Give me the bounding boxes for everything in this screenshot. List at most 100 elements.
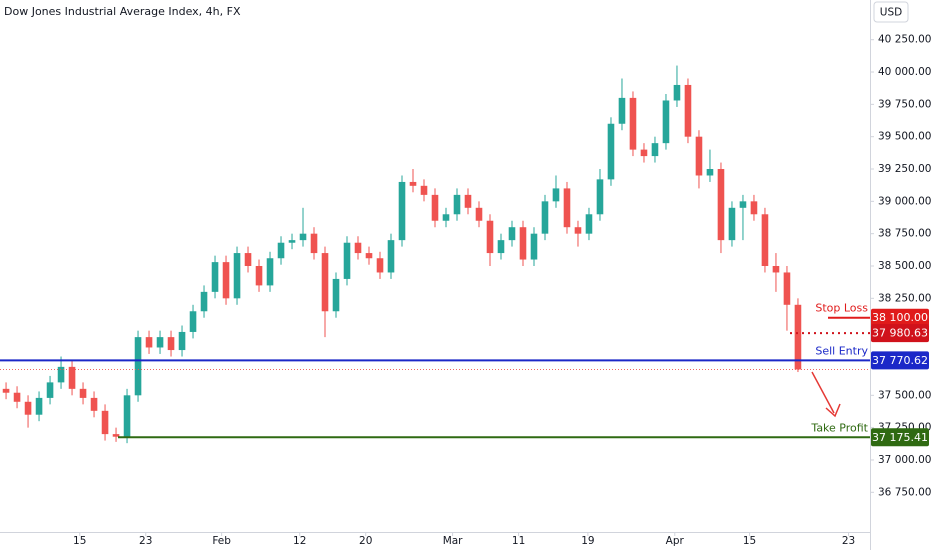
candle-body xyxy=(464,194,472,208)
x-tick-label: 11 xyxy=(512,535,525,547)
candle-body xyxy=(288,240,296,243)
candle-body xyxy=(442,214,450,221)
candle-body xyxy=(640,149,648,157)
level-tag xyxy=(871,428,929,447)
candle-body xyxy=(134,337,142,396)
x-tick-label: 15 xyxy=(743,535,756,547)
candle-body xyxy=(68,366,76,389)
candle-body xyxy=(398,181,406,241)
candle-body xyxy=(35,397,43,415)
candle-body xyxy=(717,169,725,241)
candle-body xyxy=(475,207,483,221)
candle-body xyxy=(200,291,208,312)
candle-body xyxy=(684,84,692,137)
plot-area xyxy=(0,65,870,444)
candle-body xyxy=(486,220,494,254)
candle-body xyxy=(453,194,461,215)
currency: USD xyxy=(880,7,902,19)
x-tick-label: 15 xyxy=(73,535,86,547)
candle-body xyxy=(310,233,318,254)
candle-body xyxy=(508,227,516,241)
candle-body xyxy=(629,97,637,150)
x-tick-label: 23 xyxy=(139,535,152,547)
candle-body xyxy=(46,382,54,398)
candle-body xyxy=(695,136,703,176)
candle-body xyxy=(354,242,362,254)
x-tick-label: 12 xyxy=(293,535,306,547)
candle-body xyxy=(728,207,736,241)
x-tick-label: Feb xyxy=(212,535,231,547)
candle-body xyxy=(277,242,285,259)
candle-body xyxy=(189,311,197,332)
candle-body xyxy=(563,188,571,228)
level-tag xyxy=(871,351,929,370)
level-price: 37 175.41 xyxy=(872,431,928,444)
level-name: Stop Loss xyxy=(815,302,868,315)
candle-body xyxy=(750,201,758,215)
candle-body xyxy=(706,169,714,176)
x-tick-label: Mar xyxy=(443,535,463,547)
candle-body xyxy=(387,240,395,273)
candle-body xyxy=(772,266,780,273)
candle-body xyxy=(57,366,65,383)
candle-body xyxy=(376,258,384,273)
arrow xyxy=(811,371,835,414)
candle-body xyxy=(343,242,351,279)
level-tag xyxy=(871,308,929,327)
candle-body xyxy=(794,304,802,370)
candle-body xyxy=(101,410,109,435)
chart-title: Dow Jones Industrial Average Index, 4h, … xyxy=(4,5,241,18)
level-price: 37 770.62 xyxy=(872,354,928,367)
candle-body xyxy=(167,337,175,351)
candle-body xyxy=(90,397,98,411)
y-tick-label: 39 750.00 xyxy=(878,98,931,110)
candle-body xyxy=(519,227,527,260)
y-tick-label: 39 250.00 xyxy=(878,163,931,175)
x-tick-label: Apr xyxy=(666,535,685,547)
y-tick-label: 37 000.00 xyxy=(878,454,931,466)
candle-body xyxy=(2,388,10,393)
y-tick-label: 38 500.00 xyxy=(878,260,931,272)
candle-body xyxy=(112,434,120,437)
candle-body xyxy=(541,201,549,234)
candle-body xyxy=(739,201,747,208)
candle-body xyxy=(156,337,164,348)
level-name: Sell Entry xyxy=(815,344,868,357)
candle-body xyxy=(497,240,505,254)
candle-body xyxy=(244,253,252,266)
y-tick-label: 37 500.00 xyxy=(878,389,931,401)
candle-body xyxy=(651,143,659,157)
candle-body xyxy=(607,123,615,180)
y-tick-label: 38 250.00 xyxy=(878,292,931,304)
candle-body xyxy=(24,401,32,415)
y-tick-label: 38 750.00 xyxy=(878,228,931,240)
candle-body xyxy=(431,194,439,221)
currency-box[interactable] xyxy=(873,1,909,23)
candle-body xyxy=(585,214,593,234)
candle-body xyxy=(332,278,340,312)
candle-body xyxy=(145,337,153,348)
y-tick-label: 39 500.00 xyxy=(878,131,931,143)
candle-body xyxy=(233,253,241,299)
candle-body xyxy=(662,100,670,144)
candle-body xyxy=(266,258,274,286)
level-name: Take Profit xyxy=(810,421,868,434)
candle-body xyxy=(321,253,329,312)
x-tick-label: 19 xyxy=(581,535,594,547)
x-tick-label: 20 xyxy=(359,535,372,547)
candle-body xyxy=(618,97,626,124)
candle-body xyxy=(530,233,538,260)
candle-body xyxy=(783,272,791,305)
candle-body xyxy=(255,266,263,286)
candle-body xyxy=(420,185,428,195)
x-tick-label: 23 xyxy=(842,535,855,547)
candle-body xyxy=(211,262,219,292)
candle-body xyxy=(574,227,582,234)
level-tag xyxy=(871,324,929,343)
candle-body xyxy=(299,233,307,241)
y-tick-label: 40 250.00 xyxy=(878,34,931,46)
candle-body xyxy=(13,392,21,402)
candle-body xyxy=(178,331,186,351)
